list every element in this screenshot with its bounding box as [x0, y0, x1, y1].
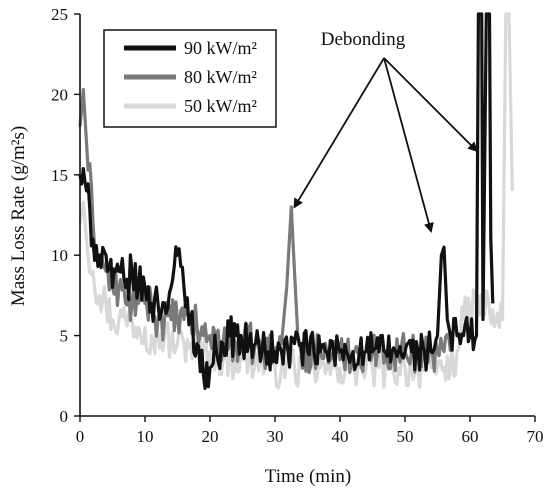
x-tick-label: 30 [267, 427, 284, 446]
x-tick-label: 10 [137, 427, 154, 446]
y-axis-label: Mass Loss Rate (g/m²s) [8, 126, 29, 306]
y-ticks: 0 5 10 15 20 25 [51, 5, 80, 426]
annotation-arrow [383, 57, 434, 234]
x-tick-label: 0 [76, 427, 85, 446]
y-tick-label: 15 [51, 166, 68, 185]
series-line-50 [78, 12, 514, 390]
y-tick-label: 5 [60, 327, 69, 346]
y-tick-label: 25 [51, 5, 68, 24]
annotation-arrow [383, 57, 478, 153]
debonding-annotation: Debonding [293, 29, 478, 234]
legend-label-80: 80 kW/m² [184, 67, 257, 87]
annotation-text: Debonding [321, 29, 406, 50]
y-tick-label: 0 [60, 407, 69, 426]
x-tick-label: 60 [462, 427, 479, 446]
legend-items: 90 kW/m² 80 kW/m² 50 kW/m² [124, 38, 257, 116]
annotation-arrow [293, 57, 385, 209]
legend-label-50: 50 kW/m² [184, 96, 257, 116]
legend-label-90: 90 kW/m² [184, 38, 257, 58]
x-tick-label: 20 [202, 427, 219, 446]
y-tick-label: 20 [51, 85, 68, 104]
series-line-90 [78, 12, 495, 390]
x-ticks: 0 10 20 30 40 50 60 70 [76, 416, 544, 446]
annotation-arrows [293, 57, 478, 234]
series-layer [78, 12, 514, 390]
y-tick-label: 10 [51, 246, 68, 265]
x-axis-label: Time (min) [265, 466, 351, 487]
legend: 90 kW/m² 80 kW/m² 50 kW/m² [103, 29, 277, 128]
x-tick-label: 50 [397, 427, 414, 446]
x-tick-label: 70 [527, 427, 544, 446]
x-tick-label: 40 [332, 427, 349, 446]
